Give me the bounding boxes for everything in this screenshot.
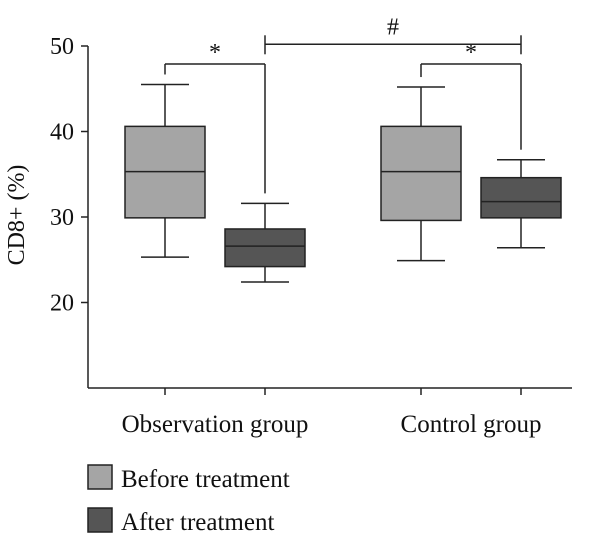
significance-bracket: * — [164, 40, 266, 194]
y-tick-label: 20 — [50, 291, 74, 317]
y-ticks: 20 30 40 50 — [50, 34, 88, 317]
legend-swatch — [87, 464, 113, 490]
x-axis: Observation group Control group — [88, 387, 572, 438]
box-0-1 — [380, 86, 462, 262]
y-axis: 20 30 40 50 CD8+ (%) — [4, 34, 89, 388]
significance-bracket: # — [264, 14, 522, 55]
legend-swatch — [87, 507, 113, 533]
y-tick-label: 40 — [50, 120, 74, 146]
box-iqr — [380, 125, 462, 222]
significance-label: # — [387, 14, 399, 40]
legend-item: After treatment — [87, 507, 274, 536]
significance-label: * — [465, 40, 477, 66]
significance-annotations: * * # — [164, 14, 522, 194]
legend: Before treatment After treatment — [87, 464, 290, 536]
box-iqr — [480, 176, 562, 219]
y-axis-label: CD8+ (%) — [4, 165, 30, 266]
box-1-1 — [480, 158, 562, 249]
x-ticks: Observation group Control group — [122, 388, 542, 438]
x-category-label: Observation group — [122, 411, 309, 438]
box-iqr — [224, 228, 306, 268]
boxes — [124, 83, 562, 283]
x-category-label: Control group — [401, 411, 542, 438]
box-0-0 — [124, 83, 206, 258]
legend-label: Before treatment — [121, 466, 290, 493]
legend-label: After treatment — [121, 509, 274, 536]
y-tick-label: 30 — [50, 205, 74, 231]
box-1-0 — [224, 202, 306, 283]
legend-item: Before treatment — [87, 464, 290, 493]
y-tick-label: 50 — [50, 34, 74, 60]
significance-label: * — [209, 40, 221, 66]
significance-bracket: * — [420, 40, 522, 150]
